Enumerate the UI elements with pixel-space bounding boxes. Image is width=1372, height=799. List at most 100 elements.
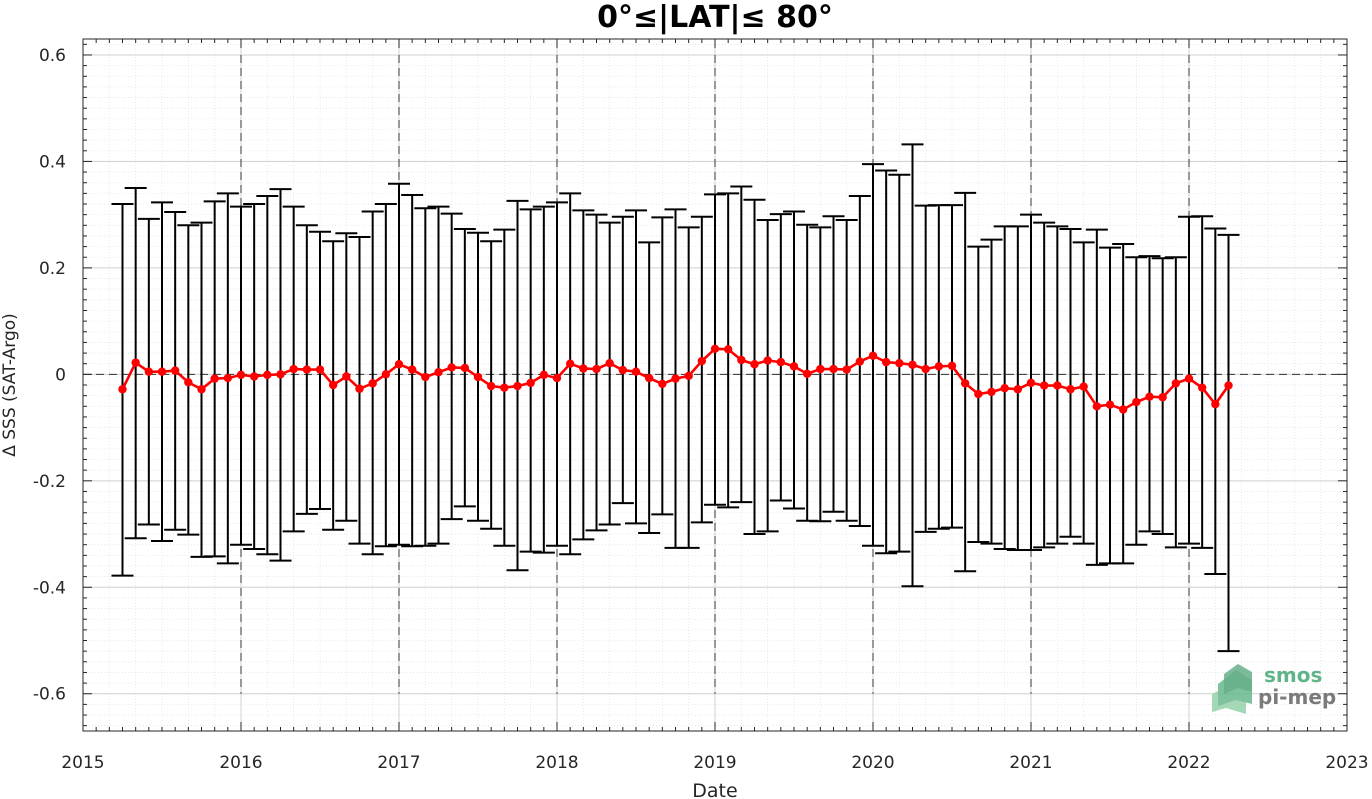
mean-point	[776, 357, 786, 367]
mean-point	[1171, 379, 1181, 388]
mean-point	[513, 381, 522, 391]
chart-title: 0°≤|LAT|≤ 80°	[597, 0, 833, 35]
mean-point	[1026, 378, 1036, 388]
mean-point	[855, 357, 865, 366]
mean-point	[381, 370, 391, 379]
mean-point	[223, 373, 233, 383]
mean-point	[723, 345, 733, 354]
mean-point	[1105, 400, 1115, 409]
mean-point	[473, 372, 483, 382]
mean-point	[526, 378, 535, 388]
logo-text-line2: pi-mep	[1258, 685, 1336, 709]
mean-point	[342, 372, 351, 381]
mean-point	[236, 370, 246, 380]
logo-waves-icon	[1212, 664, 1252, 714]
y-tick-label: -0.6	[33, 685, 66, 705]
mean-point	[710, 344, 720, 354]
mean-point	[868, 351, 878, 360]
mean-point	[829, 364, 838, 374]
mean-point	[1092, 402, 1102, 411]
mean-point	[486, 381, 496, 391]
mean-point	[421, 372, 430, 382]
mean-point	[315, 365, 325, 374]
mean-point	[947, 361, 957, 371]
y-axis-label: Δ SSS (SAT-Argo)	[0, 313, 20, 457]
mean-point	[592, 364, 601, 374]
x-axis-label: Date	[692, 780, 737, 799]
mean-point	[697, 356, 707, 366]
mean-point	[407, 365, 417, 374]
mean-point	[170, 366, 180, 375]
mean-point	[842, 365, 851, 374]
x-tick-label: 2016	[219, 753, 262, 773]
mean-point	[658, 379, 667, 389]
mean-point	[1158, 393, 1167, 402]
x-tick-labels: 2015 2016 2017 2018 2019 2020 2021 2022 2023	[61, 753, 1368, 773]
mean-point	[763, 356, 772, 365]
mean-point	[1039, 381, 1049, 390]
mean-point	[210, 374, 219, 383]
mean-point	[579, 364, 588, 373]
mean-point	[987, 387, 996, 397]
mean-point	[895, 358, 904, 368]
mean-point	[144, 367, 154, 376]
mean-point	[1118, 405, 1128, 414]
mean-point	[1000, 383, 1009, 393]
mean-point	[328, 380, 338, 390]
mean-point	[565, 359, 575, 368]
mean-point	[460, 363, 470, 373]
mean-point	[684, 371, 693, 381]
x-tick-label: 2018	[535, 753, 578, 773]
mean-point	[157, 367, 167, 376]
mean-point	[249, 372, 259, 381]
mean-point	[302, 365, 312, 374]
mean-point	[552, 373, 562, 383]
x-tick-label: 2023	[1325, 753, 1368, 773]
mean-point	[434, 368, 443, 377]
mean-point	[1066, 385, 1075, 394]
mean-point	[131, 358, 140, 367]
x-tick-label: 2015	[61, 753, 104, 773]
mean-point	[605, 358, 614, 368]
mean-point	[447, 363, 456, 372]
mean-point	[1132, 397, 1141, 407]
mean-point	[908, 360, 917, 369]
y-tick-labels: 0.6 0.4 0.2 0 -0.2 -0.4 -0.6	[33, 46, 66, 705]
x-tick-label: 2021	[1009, 753, 1052, 773]
x-tick-label: 2017	[377, 753, 420, 773]
mean-point	[960, 379, 970, 388]
axis-ticks	[82, 39, 1348, 731]
y-tick-label: 0.4	[39, 152, 66, 172]
mean-point	[118, 385, 127, 394]
mean-point	[1145, 392, 1154, 401]
mean-point	[1224, 381, 1233, 390]
mean-point	[394, 360, 404, 369]
mean-point	[276, 370, 285, 379]
logo-text-line1: smos	[1264, 663, 1322, 687]
mean-point	[539, 370, 549, 380]
mean-point	[1184, 374, 1194, 383]
mean-point	[618, 365, 628, 375]
mean-point	[974, 389, 983, 399]
y-tick-label: 0.2	[39, 259, 66, 279]
smos-pimep-logo: smos pi-mep	[1212, 663, 1336, 714]
y-tick-label: 0.6	[39, 46, 66, 66]
mean-point	[289, 364, 298, 374]
mean-point	[644, 373, 654, 383]
mean-point	[184, 378, 193, 387]
mean-point	[368, 379, 377, 388]
mean-point	[750, 360, 759, 369]
x-tick-label: 2020	[851, 753, 894, 773]
x-tick-label: 2022	[1167, 753, 1210, 773]
mean-point	[921, 364, 930, 374]
mean-point	[197, 385, 206, 394]
mean-point	[816, 364, 825, 374]
mean-point	[1197, 383, 1207, 392]
mean-point	[1211, 399, 1220, 409]
mean-point	[631, 367, 641, 376]
mean-point	[737, 355, 746, 365]
mean-point	[881, 357, 891, 367]
mean-point	[263, 370, 272, 380]
mean-point	[802, 369, 812, 379]
